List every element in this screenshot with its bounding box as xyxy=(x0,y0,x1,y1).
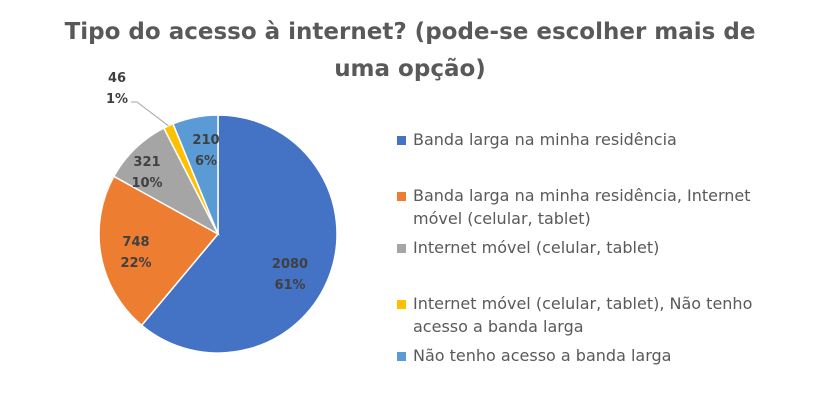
leader-line xyxy=(131,101,169,127)
data-label-percent: 22% xyxy=(120,256,151,271)
legend-label: Banda larga na minha residência xyxy=(413,130,677,149)
pie-slice xyxy=(172,114,219,235)
pie-slice xyxy=(140,114,338,354)
legend-swatch xyxy=(397,244,406,253)
legend-item: Banda larga na minha residência xyxy=(394,128,804,151)
legend-swatch xyxy=(397,136,406,145)
legend-label: Internet móvel (celular, tablet), Não te… xyxy=(413,294,753,336)
legend-label: Internet móvel (celular, tablet) xyxy=(413,238,660,257)
data-label-value: 321 xyxy=(133,155,160,170)
legend-swatch xyxy=(397,300,406,309)
legend-item: Internet móvel (celular, tablet), Não te… xyxy=(394,292,804,338)
data-label-percent: 61% xyxy=(274,278,305,293)
data-label-percent: 6% xyxy=(195,154,217,169)
data-label-value: 2080 xyxy=(272,257,308,272)
legend-item: Internet móvel (celular, tablet) xyxy=(394,236,804,259)
data-label-value: 210 xyxy=(192,133,219,148)
data-label-value: 748 xyxy=(122,235,149,250)
legend-item: Banda larga na minha residência, Interne… xyxy=(394,184,804,230)
data-label-value: 46 xyxy=(108,71,126,86)
data-label-percent: 1% xyxy=(106,92,128,107)
legend-label: Banda larga na minha residência, Interne… xyxy=(413,186,751,228)
data-label-percent: 10% xyxy=(131,176,162,191)
pie-slice xyxy=(98,175,220,327)
legend-label: Não tenho acesso a banda larga xyxy=(413,346,672,365)
chart-title: Tipo do acesso à internet? (pode-se esco… xyxy=(64,19,756,82)
legend-item: Não tenho acesso a banda larga xyxy=(394,344,804,367)
legend-swatch xyxy=(397,352,406,361)
legend-swatch xyxy=(397,192,406,201)
